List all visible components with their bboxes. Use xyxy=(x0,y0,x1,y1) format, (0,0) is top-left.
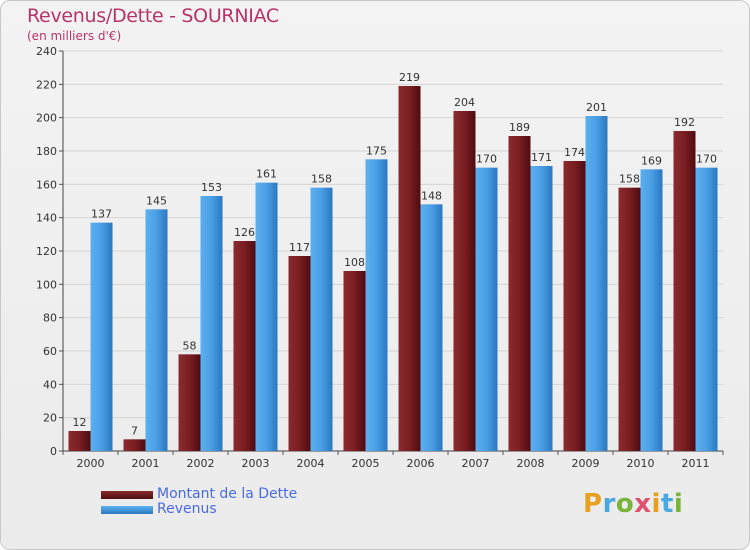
legend-swatch-revenus xyxy=(101,506,153,514)
bar-dette-2008 xyxy=(508,136,531,451)
bar-revenus-2002 xyxy=(200,196,223,451)
value-labels: 12 137 7 145 58 153 126 161 117 158 108 175 219 148 20… xyxy=(73,71,718,437)
value-label-revenus-2006: 148 xyxy=(421,189,442,202)
value-label-dette-2001: 7 xyxy=(131,424,138,437)
bar-dette-2001 xyxy=(123,439,146,451)
bar-revenus-2000 xyxy=(90,222,113,451)
bar-dette-2010 xyxy=(618,187,641,451)
bar-dette-2006 xyxy=(398,86,421,451)
x-tick-label-2010: 2010 xyxy=(627,457,655,470)
x-tick-label-2001: 2001 xyxy=(132,457,160,470)
y-tick-label-80: 80 xyxy=(43,312,57,325)
value-label-dette-2010: 158 xyxy=(619,173,640,186)
gridlines xyxy=(63,50,723,452)
y-tick-label-140: 140 xyxy=(36,212,57,225)
value-label-revenus-2009: 201 xyxy=(586,101,607,114)
y-tick-label-200: 200 xyxy=(36,112,57,125)
bar-dette-2004 xyxy=(288,256,311,451)
bar-revenus-2004 xyxy=(310,187,333,451)
bar-revenus-2007 xyxy=(475,167,498,451)
x-tick-label-2004: 2004 xyxy=(297,457,325,470)
value-label-revenus-2000: 137 xyxy=(91,208,112,221)
bar-revenus-2001 xyxy=(145,209,168,451)
value-label-dette-2008: 189 xyxy=(509,121,530,134)
bar-revenus-2011 xyxy=(695,167,718,451)
value-label-revenus-2002: 153 xyxy=(201,181,222,194)
bar-dette-2009 xyxy=(563,161,586,451)
bar-revenus-2003 xyxy=(255,182,278,451)
bar-dette-2005 xyxy=(343,271,366,451)
legend-label-dette: Montant de la Dette xyxy=(157,486,298,502)
axes: 0 20 40 60 80 100 120 140 160 180 200 220 240 2000 200… xyxy=(36,45,724,470)
value-label-revenus-2010: 169 xyxy=(641,154,662,167)
legend-label-revenus: Revenus xyxy=(157,501,217,517)
bar-dette-2003 xyxy=(233,241,256,451)
bar-dette-2011 xyxy=(673,131,696,451)
chart-title: Revenus/Dette - SOURNIAC xyxy=(27,5,279,27)
y-tick-label-120: 120 xyxy=(36,245,57,258)
y-tick-label-60: 60 xyxy=(43,345,57,358)
value-label-dette-2011: 192 xyxy=(674,116,695,129)
y-tick-label-40: 40 xyxy=(43,378,57,391)
legend-swatch-dette xyxy=(101,491,153,499)
bar-chart: 0 20 40 60 80 100 120 140 160 180 200 220 240 2000 200… xyxy=(36,45,724,470)
bar-dette-2000 xyxy=(68,431,91,451)
y-tick-label-180: 180 xyxy=(36,145,57,158)
bar-revenus-2005 xyxy=(365,159,388,452)
x-tick-label-2003: 2003 xyxy=(242,457,270,470)
bar-revenus-2009 xyxy=(585,116,608,451)
value-label-revenus-2004: 158 xyxy=(311,173,332,186)
value-label-dette-2007: 204 xyxy=(454,96,475,109)
value-label-revenus-2007: 170 xyxy=(476,153,497,166)
x-tick-label-2009: 2009 xyxy=(572,457,600,470)
y-tick-label-0: 0 xyxy=(50,445,57,458)
x-tick-label-2005: 2005 xyxy=(352,457,380,470)
bar-dette-2007 xyxy=(453,111,476,451)
value-label-revenus-2008: 171 xyxy=(531,151,552,164)
bar-revenus-2010 xyxy=(640,169,663,452)
bar-dette-2002 xyxy=(178,354,201,451)
x-tick-label-2008: 2008 xyxy=(517,457,545,470)
value-label-dette-2009: 174 xyxy=(564,146,585,159)
value-label-dette-2002: 58 xyxy=(183,339,197,352)
y-tick-label-220: 220 xyxy=(36,78,57,91)
bar-revenus-2008 xyxy=(530,166,553,451)
y-tick-label-160: 160 xyxy=(36,178,57,191)
value-label-dette-2000: 12 xyxy=(73,416,87,429)
x-tick-label-2007: 2007 xyxy=(462,457,490,470)
y-tick-label-20: 20 xyxy=(43,412,57,425)
value-label-dette-2006: 219 xyxy=(399,71,420,84)
value-label-dette-2004: 117 xyxy=(289,241,310,254)
bars xyxy=(68,86,718,452)
value-label-dette-2003: 126 xyxy=(234,226,255,239)
bar-revenus-2006 xyxy=(420,204,443,451)
value-label-revenus-2005: 175 xyxy=(366,144,387,157)
x-tick-label-2006: 2006 xyxy=(407,457,435,470)
value-label-revenus-2011: 170 xyxy=(696,153,717,166)
value-label-dette-2005: 108 xyxy=(344,256,365,269)
value-label-revenus-2003: 161 xyxy=(256,168,277,181)
y-tick-label-240: 240 xyxy=(36,45,57,58)
value-label-revenus-2001: 145 xyxy=(146,194,167,207)
x-tick-label-2002: 2002 xyxy=(187,457,215,470)
chart-unit-label: (en milliers d'€) xyxy=(27,29,122,43)
proxiti-logo: Proxiti xyxy=(583,489,684,519)
x-tick-label-2000: 2000 xyxy=(77,457,105,470)
x-tick-label-2011: 2011 xyxy=(682,457,710,470)
y-tick-label-100: 100 xyxy=(36,278,57,291)
